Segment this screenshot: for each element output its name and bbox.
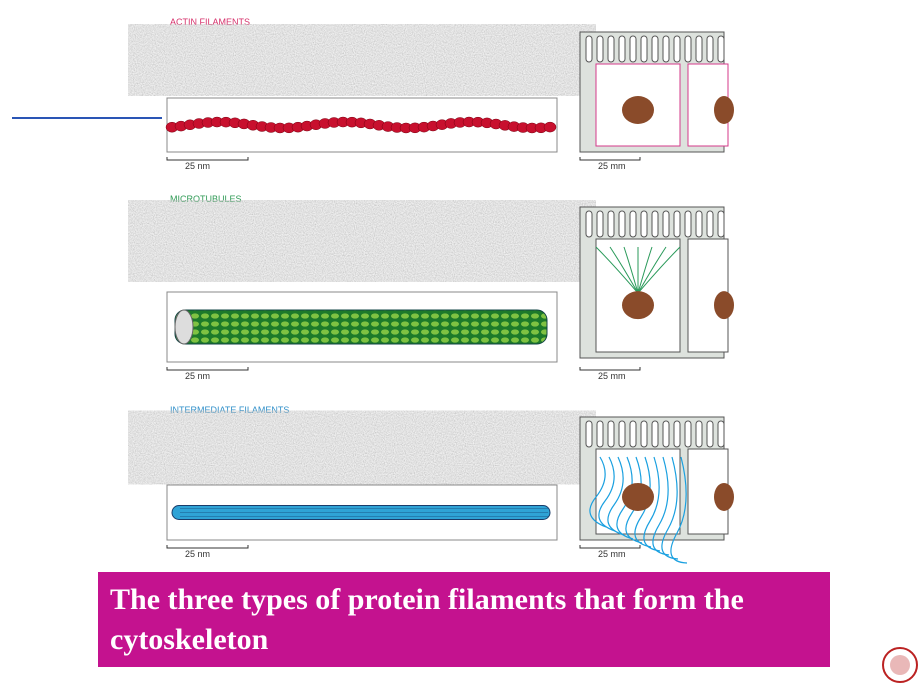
- microvillus: [618, 210, 626, 238]
- scale-bar: [166, 367, 249, 371]
- if-network: [625, 456, 643, 544]
- em-image: [167, 417, 557, 478]
- microvillus: [706, 420, 714, 448]
- microvillus: [585, 35, 593, 63]
- nucleus: [622, 482, 654, 511]
- microvillus: [651, 210, 659, 238]
- microvillus: [673, 210, 681, 238]
- microvillus: [695, 35, 703, 63]
- microvillus: [596, 35, 604, 63]
- actin-bead: [543, 121, 557, 133]
- microvillus: [695, 210, 703, 238]
- scale-bar: [579, 545, 641, 549]
- if-network: [661, 456, 679, 560]
- nucleus: [622, 96, 654, 124]
- microvillus: [684, 210, 692, 238]
- microvillus: [629, 35, 637, 63]
- microtubule: [174, 309, 548, 345]
- microvillus: [662, 35, 670, 63]
- scale-bar: [166, 157, 249, 161]
- nucleus: [622, 291, 654, 320]
- microvillus: [629, 210, 637, 238]
- if-network: [652, 456, 670, 556]
- microtubule-ray: [637, 246, 653, 294]
- microvillus: [585, 210, 593, 238]
- scale-bar: [166, 545, 249, 549]
- scale-label: 25 mm: [598, 371, 626, 381]
- microvillus: [651, 35, 659, 63]
- em-image: [167, 30, 557, 90]
- caption: The three types of protein filaments tha…: [98, 572, 830, 667]
- scale-label: 25 nm: [185, 371, 210, 381]
- if-network: [634, 456, 652, 548]
- microvillus: [629, 420, 637, 448]
- microvillus: [695, 420, 703, 448]
- if-network: [643, 456, 661, 552]
- scale-label: 25 mm: [598, 161, 626, 171]
- microvillus: [596, 420, 604, 448]
- microtubule-ray: [623, 246, 639, 294]
- microvillus: [607, 35, 615, 63]
- microvillus: [706, 35, 714, 63]
- microvillus: [607, 420, 615, 448]
- microvillus: [717, 420, 725, 448]
- microvillus: [662, 420, 670, 448]
- microvillus: [673, 420, 681, 448]
- nucleus: [714, 482, 734, 511]
- panel-title: INTERMEDIATE FILAMENTS: [170, 405, 289, 415]
- microtubule-ray: [637, 246, 681, 294]
- logo-inner: [890, 655, 910, 675]
- microvillus: [618, 35, 626, 63]
- microvillus: [618, 420, 626, 448]
- microvillus: [717, 210, 725, 238]
- if-network: [598, 456, 616, 532]
- scale-label: 25 mm: [598, 549, 626, 559]
- if-network: [616, 456, 634, 540]
- microtubule-ray: [609, 246, 639, 294]
- em-image: [167, 207, 557, 275]
- microtubule-ray: [595, 246, 639, 294]
- if-network: [589, 456, 607, 528]
- microvillus: [596, 210, 604, 238]
- scale-label: 25 nm: [185, 549, 210, 559]
- microvillus: [640, 420, 648, 448]
- microvillus: [662, 210, 670, 238]
- microvillus: [651, 420, 659, 448]
- microvillus: [640, 35, 648, 63]
- if-network: [670, 456, 688, 564]
- microvillus: [717, 35, 725, 63]
- nucleus: [714, 291, 734, 320]
- scale-bar: [579, 367, 641, 371]
- panel-title: ACTIN FILAMENTS: [170, 17, 250, 27]
- scale-label: 25 nm: [185, 161, 210, 171]
- nucleus: [714, 96, 734, 124]
- microtubule-ray: [637, 246, 667, 294]
- microvillus: [640, 210, 648, 238]
- microvillus: [673, 35, 681, 63]
- microvillus: [706, 210, 714, 238]
- panel-title: MICROTUBULES: [170, 194, 242, 204]
- microvillus: [585, 420, 593, 448]
- cell: [687, 448, 729, 535]
- microvillus: [684, 420, 692, 448]
- if-network: [607, 456, 625, 536]
- microvillus: [684, 35, 692, 63]
- microtubule-end: [174, 309, 194, 345]
- microvillus: [607, 210, 615, 238]
- scale-bar: [579, 157, 641, 161]
